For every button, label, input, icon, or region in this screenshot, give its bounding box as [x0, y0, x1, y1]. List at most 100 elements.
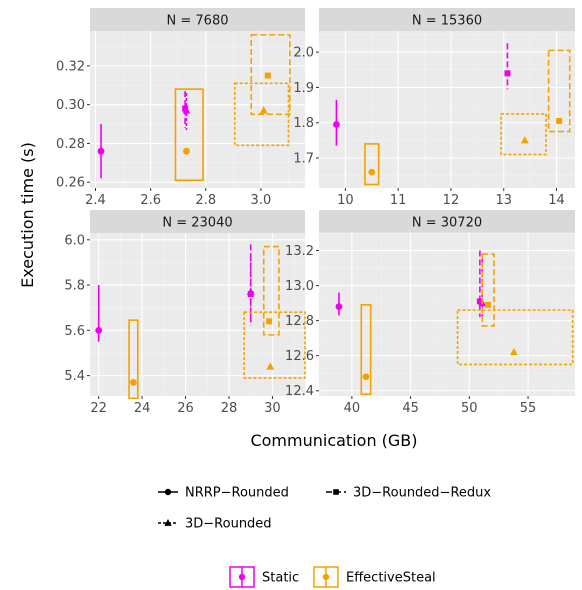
legend-item-3d-rounded-redux: 3D−Rounded−Redux: [326, 486, 491, 501]
x-tick-label: 12: [443, 193, 460, 208]
point-marker: [95, 326, 103, 334]
point-effectivesteal-nrrp-rounded: [360, 304, 372, 396]
range-mark: [128, 319, 139, 400]
legend-label: Static: [262, 571, 299, 586]
x-tick-label: 28: [221, 401, 238, 416]
point-effectivesteal-3d-rounded: [233, 82, 290, 147]
x-tick-label: 45: [402, 401, 419, 416]
y-tick-label: 0.32: [56, 59, 85, 74]
legend-item-static: Static: [229, 566, 299, 588]
panel-n-7680: N = 7680 2.4 2.6 2.8 3.0 0.26 0.28 0.30 0.32: [56, 8, 305, 208]
panel-strip: [319, 8, 575, 31]
x-tick-label: 55: [520, 401, 537, 416]
panel-n-30720: N = 30720 40 45 50 55 12.4 12.6 12.8 13.0 13.2: [285, 210, 575, 416]
y-tick-label: 5.8: [64, 279, 85, 294]
legend-key-marker: [322, 573, 330, 581]
point-marker: [182, 106, 191, 114]
x-axis-title: Communication (GB): [250, 431, 417, 450]
point-marker: [362, 373, 370, 381]
point-static-nrrp-rounded: [333, 99, 340, 146]
legend-label: 3D−Rounded−Redux: [353, 486, 491, 501]
point-marker: [266, 318, 273, 325]
range-mark: [262, 245, 280, 336]
range-mark: [174, 88, 204, 182]
legend-item-effectivesteal: EffectiveSteal: [313, 566, 436, 588]
point-marker: [335, 303, 343, 311]
range-mark: [360, 304, 372, 396]
point-marker: [266, 362, 275, 370]
point-marker: [368, 168, 376, 176]
x-tick-label: 2.6: [140, 193, 161, 208]
point-marker: [333, 121, 340, 128]
point-effectivesteal-3d-rounded: [500, 113, 547, 156]
point-marker: [504, 70, 511, 77]
point-static-nrrp-rounded: [95, 285, 103, 342]
point-effectivesteal-nrrp-rounded: [174, 88, 204, 182]
point-effectivesteal-3d-rounded-redux: [250, 34, 291, 116]
y-tick-label: 5.4: [64, 369, 85, 384]
point-effectivesteal-nrrp-rounded: [128, 319, 139, 400]
legend-key-marker: [164, 488, 172, 496]
point-marker: [182, 105, 189, 112]
point-effectivesteal-3d-rounded-redux: [481, 253, 495, 327]
y-tick-label: 1.8: [293, 116, 314, 131]
x-tick-label: 14: [548, 193, 565, 208]
panel-background: [319, 233, 575, 396]
range-mark: [233, 82, 290, 147]
panel-n-23040: N = 23040 22 24 26 28 30 5.4 5.6 5.8 6.0: [64, 210, 306, 416]
point-effectivesteal-3d-rounded-redux: [262, 245, 280, 336]
point-effectivesteal-3d-rounded: [456, 309, 574, 366]
legend-item-3d-rounded: 3D−Rounded: [158, 517, 272, 532]
gridlines: [90, 31, 305, 188]
legend-key-marker: [333, 489, 339, 495]
y-tick-label: 5.6: [64, 324, 85, 339]
legend-label: 3D−Rounded: [185, 517, 272, 532]
x-tick-label: 30: [264, 401, 281, 416]
point-marker: [556, 117, 563, 124]
point-marker: [485, 301, 492, 308]
point-marker: [130, 379, 137, 386]
point-marker: [97, 147, 105, 155]
point-marker: [246, 287, 255, 295]
point-marker: [264, 72, 271, 79]
range-mark: [500, 113, 547, 156]
legend-item-nrrp-rounded: NRRP−Rounded: [158, 486, 289, 501]
range-mark: [364, 143, 380, 186]
point-effectivesteal-nrrp-rounded: [364, 143, 380, 186]
x-tick-label: 2.8: [195, 193, 216, 208]
panel-title: N = 30720: [412, 216, 482, 231]
panel-strip: [90, 8, 305, 31]
y-tick-label: 13.0: [285, 279, 314, 294]
x-tick-label: 10: [337, 193, 354, 208]
y-tick-label: 0.28: [56, 137, 85, 152]
legend: NRRP−Rounded 3D−Rounded−Redux 3D−Rounded St…: [158, 486, 491, 588]
legend-label: EffectiveSteal: [346, 571, 436, 586]
x-tick-label: 50: [461, 401, 478, 416]
x-tick-label: 11: [390, 193, 407, 208]
x-tick-label: 13: [495, 193, 512, 208]
y-tick-label: 0.26: [56, 176, 85, 191]
y-tick-label: 6.0: [64, 233, 85, 248]
panel-background: [319, 31, 575, 188]
y-tick-label: 2.0: [293, 46, 314, 61]
panel-background: [90, 31, 305, 188]
y-tick-label: 12.6: [285, 349, 314, 364]
point-static-nrrp-rounded: [335, 292, 343, 316]
point-marker: [510, 347, 518, 356]
y-tick-label: 1.9: [293, 81, 314, 96]
x-tick-label: 24: [134, 401, 151, 416]
point-marker: [476, 298, 483, 305]
legend-label: NRRP−Rounded: [185, 486, 289, 501]
x-tick-label: 2.4: [85, 193, 106, 208]
point-static-3d-rounded: [246, 253, 255, 324]
y-tick-label: 0.30: [56, 98, 85, 113]
x-tick-label: 26: [177, 401, 194, 416]
panel-title: N = 15360: [412, 14, 482, 29]
range-mark: [481, 253, 495, 327]
y-tick-label: 13.2: [285, 244, 314, 259]
y-axis-title: Execution time (s): [18, 142, 37, 288]
panel-strip: [319, 210, 575, 233]
range-mark: [250, 34, 291, 116]
